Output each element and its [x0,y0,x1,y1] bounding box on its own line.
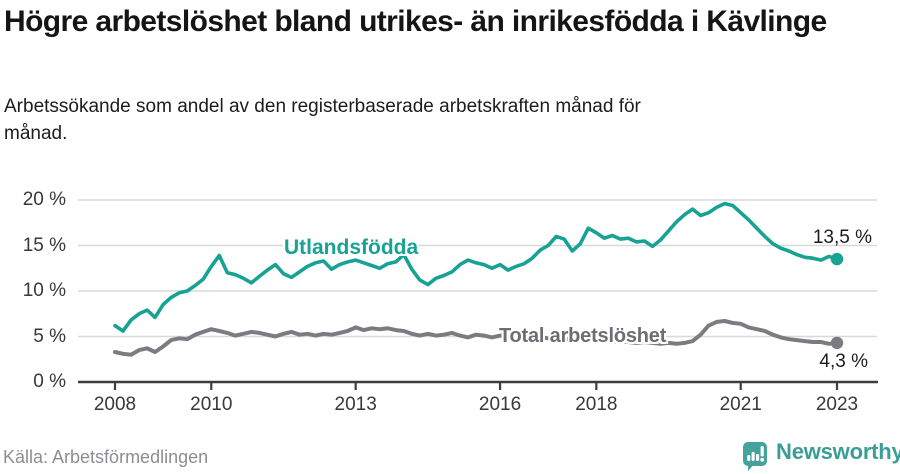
series-line-total [113,319,839,357]
x-tick-label: 2016 [478,394,522,415]
source-note: Källa: Arbetsförmedlingen [3,447,209,467]
x-tick-label: 2013 [334,394,377,415]
y-tick-label: 5 % [33,325,66,347]
y-tick-label: 0 % [33,371,66,392]
y-tick-label: 10 % [22,280,66,301]
series-label-total-arbetsloshet: Total arbetslöshet [499,325,667,347]
page-title: Högre arbetslöshet bland utrikes- än inr… [4,5,827,38]
x-tick-label: 2018 [575,394,618,415]
x-tick-label: 2010 [190,394,233,415]
x-tick-label: 2023 [815,394,859,415]
end-dot-total [830,336,844,350]
newsworthy-logo-icon [743,442,767,471]
y-tick-label: 20 % [22,189,66,210]
end-value-label-utlandsfodda: 13,5 % [812,227,872,248]
end-value-label-total: 4,3 % [819,351,868,372]
newsworthy-logo-text: Newsworthy [776,439,900,464]
y-tick-label: 15 % [22,234,66,256]
series-line-utlandsfodda [113,201,839,333]
end-dot-utlandsfodda [830,252,844,266]
page-subtitle: Arbetssökande som andel av den registerb… [4,96,641,144]
series-label-utlandsfodda: Utlandsfödda [284,236,419,259]
x-tick-label: 2021 [719,394,762,415]
x-tick-label: 2008 [93,394,137,415]
newsworthy-logo: Newsworthy [741,438,900,472]
